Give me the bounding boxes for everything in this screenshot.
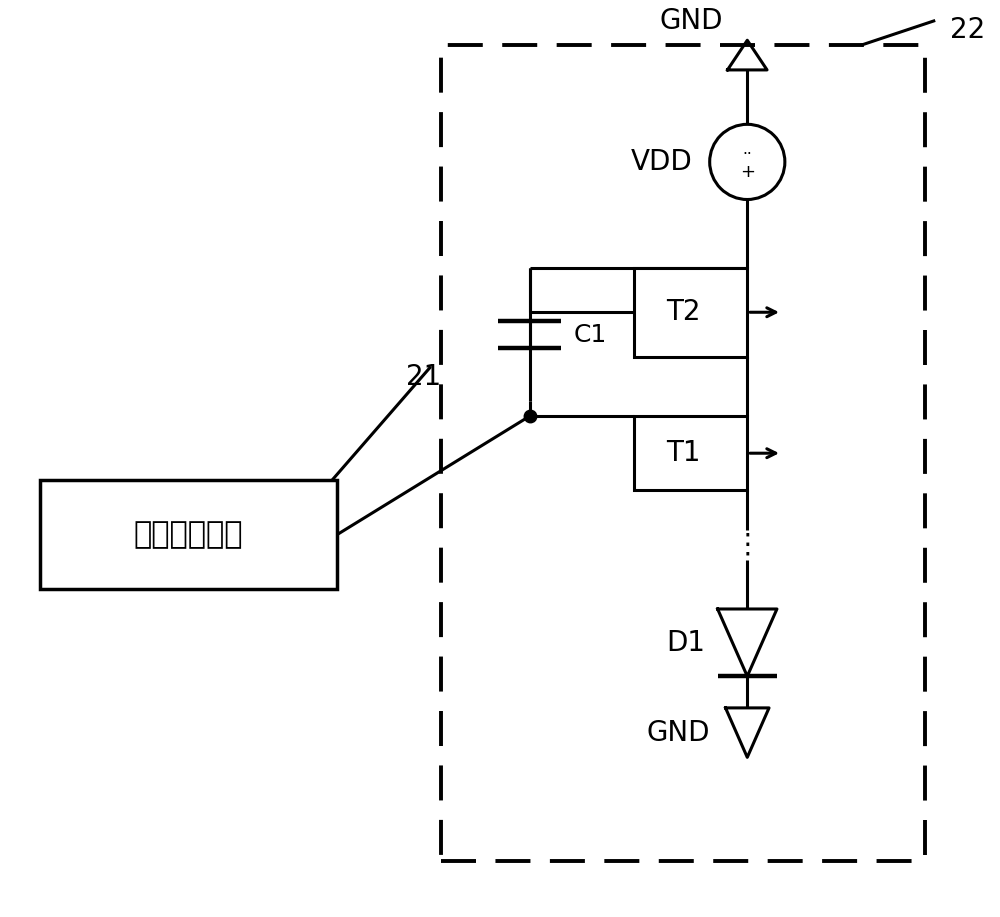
Text: C1: C1 bbox=[573, 323, 606, 347]
Text: D1: D1 bbox=[667, 629, 706, 657]
Text: VDD: VDD bbox=[631, 148, 693, 176]
Text: GND: GND bbox=[646, 719, 710, 746]
Text: 信号加载模块: 信号加载模块 bbox=[134, 520, 243, 549]
Text: T2: T2 bbox=[666, 298, 701, 326]
Text: +: + bbox=[740, 163, 755, 181]
FancyBboxPatch shape bbox=[634, 416, 747, 491]
Text: GND: GND bbox=[659, 7, 723, 36]
Text: T1: T1 bbox=[666, 439, 701, 467]
Text: ··: ·· bbox=[742, 148, 752, 162]
Text: 21: 21 bbox=[406, 362, 441, 391]
Text: ⋮: ⋮ bbox=[733, 531, 761, 558]
FancyBboxPatch shape bbox=[40, 481, 337, 590]
FancyBboxPatch shape bbox=[634, 268, 747, 357]
Text: 22: 22 bbox=[950, 17, 985, 44]
